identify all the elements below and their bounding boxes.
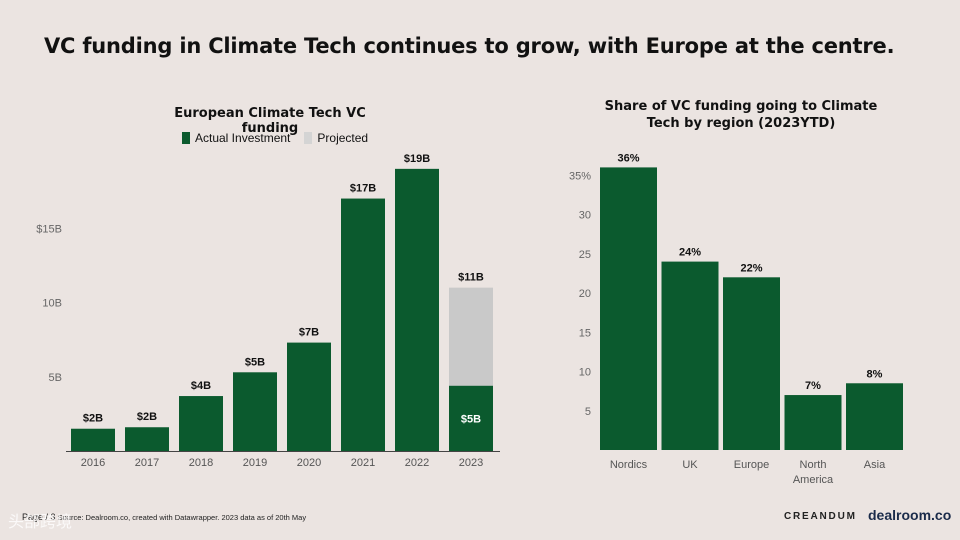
x-tick-label-2016: 2016 bbox=[81, 457, 105, 469]
x-tick-label-2020: 2020 bbox=[297, 457, 321, 469]
legend-item-projected: Projected bbox=[304, 131, 368, 145]
bar-north-america bbox=[784, 395, 842, 450]
data-label-uk: 24% bbox=[679, 247, 701, 259]
bar-actual-2021 bbox=[341, 198, 385, 451]
x-tick-label-2017: 2017 bbox=[135, 457, 159, 469]
bar-europe bbox=[723, 277, 780, 450]
data-label-2018: $4B bbox=[191, 380, 211, 392]
bar-projected-2023 bbox=[449, 287, 493, 386]
data-label-2016: $2B bbox=[83, 413, 103, 425]
creandum-logo: CREANDUM bbox=[784, 511, 857, 522]
legend-label-actual: Actual Investment bbox=[195, 131, 291, 145]
y-tick-label: 15 bbox=[579, 327, 591, 339]
y-tick-label: 5 bbox=[585, 406, 591, 418]
source-note: Source: Dealroom.co, created with Datawr… bbox=[57, 513, 307, 522]
bar-actual-2018 bbox=[179, 396, 223, 451]
y-tick-label: 35% bbox=[569, 170, 591, 182]
y-tick-label: 25 bbox=[579, 249, 591, 261]
y-tick-label: 5B bbox=[49, 372, 62, 384]
data-label-2022: $19B bbox=[404, 153, 430, 165]
x-tick-label-2021: 2021 bbox=[351, 457, 375, 469]
dealroom-logo: dealroom.co bbox=[868, 507, 952, 523]
data-label-2023-actual: $5B bbox=[461, 413, 481, 425]
chart-title-share: Share of VC funding going to Climate Tec… bbox=[604, 99, 878, 131]
bar-uk bbox=[661, 261, 719, 450]
chart-title-funding: European Climate Tech VC funding bbox=[174, 106, 366, 136]
x-tick-label-2018: 2018 bbox=[189, 457, 213, 469]
data-label-2020: $7B bbox=[299, 327, 319, 339]
legend-label-projected: Projected bbox=[317, 131, 369, 145]
x-tick-label-europe: Europe bbox=[734, 459, 769, 471]
y-tick-label: 10 bbox=[579, 367, 591, 379]
bar-actual-2016 bbox=[71, 428, 115, 451]
y-tick-label: 10B bbox=[42, 298, 62, 310]
data-label-nordics: 36% bbox=[617, 152, 639, 164]
legend-swatch-actual bbox=[182, 132, 190, 144]
legend-swatch-projected bbox=[304, 132, 313, 144]
headline: VC funding in Climate Tech continues to … bbox=[44, 34, 895, 58]
data-label-europe: 22% bbox=[740, 262, 762, 274]
x-tick-label-asia: Asia bbox=[864, 459, 886, 471]
page-number: Page / 3 bbox=[22, 512, 56, 522]
watermark: 头部跨境 bbox=[8, 512, 73, 531]
x-tick-label-2022: 2022 bbox=[405, 457, 429, 469]
x-tick-label-uk: UK bbox=[682, 459, 698, 471]
data-label-2017: $2B bbox=[137, 411, 157, 423]
bar-asia bbox=[846, 383, 903, 450]
bar-actual-2017 bbox=[125, 427, 169, 451]
legend: Actual Investment Projected bbox=[182, 131, 368, 145]
bar-actual-2020 bbox=[287, 342, 331, 451]
data-label-north-america: 7% bbox=[805, 380, 821, 392]
data-label-2021: $17B bbox=[350, 183, 376, 195]
x-tick-label-2023: 2023 bbox=[459, 457, 483, 469]
bar-actual-2022 bbox=[395, 168, 439, 451]
bar-nordics bbox=[600, 167, 657, 450]
x-tick-label-north-america: North bbox=[800, 459, 827, 471]
y-tick-label: 20 bbox=[579, 288, 591, 300]
y-tick-label: 30 bbox=[579, 210, 591, 222]
y-tick-label: $15B bbox=[36, 223, 62, 235]
x-tick-label-2019: 2019 bbox=[243, 457, 267, 469]
legend-item-actual: Actual Investment bbox=[182, 131, 290, 145]
x-tick-label-nordics: Nordics bbox=[610, 459, 648, 471]
bar-actual-2019 bbox=[233, 372, 277, 451]
x-tick-label-north-america: America bbox=[793, 474, 834, 486]
data-label-asia: 8% bbox=[867, 368, 883, 380]
data-label-2019: $5B bbox=[245, 356, 265, 368]
bar-actual-2023 bbox=[449, 385, 493, 451]
footer-source: Page / 3 Source: Dealroom.co, created wi… bbox=[22, 512, 306, 522]
data-label-2023: $11B bbox=[458, 272, 484, 284]
